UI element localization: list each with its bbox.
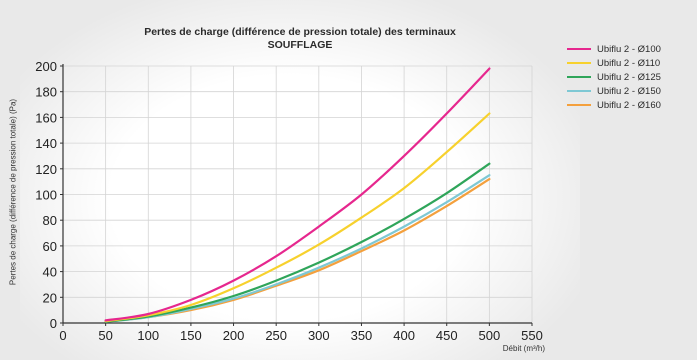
y-tick-label: 160: [35, 110, 57, 125]
legend-item: Ubiflu 2 - Ø150: [567, 84, 661, 98]
legend-item: Ubiflu 2 - Ø100: [567, 42, 661, 56]
y-tick-label: 140: [35, 136, 57, 151]
y-tick-label: 40: [43, 265, 57, 280]
series-line: [104, 174, 491, 323]
series-line: [104, 162, 491, 323]
legend-swatch: [567, 76, 591, 78]
legend-swatch: [567, 62, 591, 64]
x-tick-label: 550: [521, 328, 543, 343]
x-tick-label: 50: [98, 328, 112, 343]
x-tick-label: 400: [393, 328, 415, 343]
series-line: [104, 178, 491, 323]
legend-label: Ubiflu 2 - Ø160: [597, 99, 661, 111]
series-line: [104, 67, 491, 322]
legend: Ubiflu 2 - Ø100 Ubiflu 2 - Ø110 Ubiflu 2 -…: [567, 42, 661, 112]
series-line: [104, 112, 491, 323]
x-tick-label: 100: [137, 328, 159, 343]
legend-label: Ubiflu 2 - Ø125: [597, 71, 661, 83]
x-tick-label: 250: [265, 328, 287, 343]
legend-label: Ubiflu 2 - Ø100: [597, 43, 661, 55]
legend-swatch: [567, 104, 591, 106]
legend-swatch: [567, 48, 591, 50]
y-tick-label: 100: [35, 188, 57, 203]
y-tick-label: 60: [43, 239, 57, 254]
chart-title: Pertes de charge (différence de pression…: [144, 26, 456, 38]
y-tick-label: 80: [43, 213, 57, 228]
y-tick-label: 0: [50, 316, 57, 331]
legend-item: Ubiflu 2 - Ø110: [567, 56, 661, 70]
x-tick-label: 0: [59, 328, 66, 343]
x-axis-label: Débit (m³/h): [502, 344, 545, 353]
legend-label: Ubiflu 2 - Ø150: [597, 85, 661, 97]
x-tick-label: 500: [479, 328, 501, 343]
x-tick-label: 150: [180, 328, 202, 343]
x-tick-label: 450: [436, 328, 458, 343]
y-tick-label: 120: [35, 162, 57, 177]
legend-swatch: [567, 90, 591, 92]
legend-label: Ubiflu 2 - Ø110: [597, 57, 661, 69]
x-tick-label: 200: [223, 328, 245, 343]
chart-subtitle: SOUFFLAGE: [267, 39, 333, 51]
legend-item: Ubiflu 2 - Ø125: [567, 70, 661, 84]
legend-item: Ubiflu 2 - Ø160: [567, 98, 661, 112]
x-tick-label: 300: [308, 328, 330, 343]
x-tick-label: 350: [351, 328, 373, 343]
y-tick-label: 20: [43, 290, 57, 305]
y-tick-label: 180: [35, 85, 57, 100]
y-tick-label: 200: [35, 59, 57, 74]
